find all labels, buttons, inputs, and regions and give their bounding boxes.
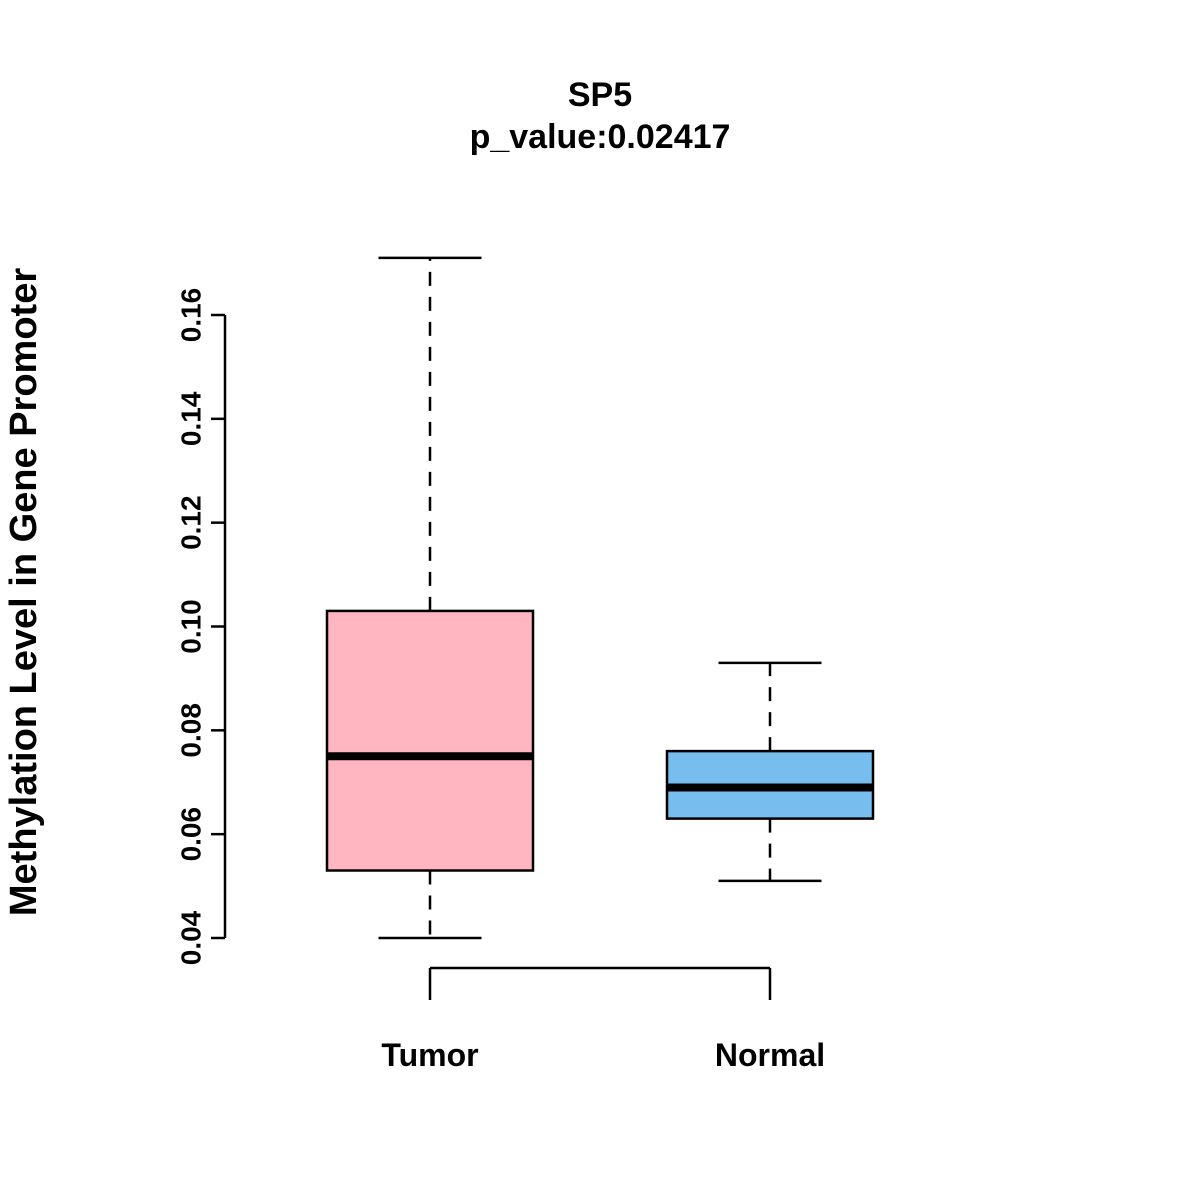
y-tick-label: 0.10: [175, 599, 206, 654]
chart-subtitle: p_value:0.02417: [470, 118, 731, 156]
y-tick-label: 0.12: [175, 495, 206, 550]
y-tick-label: 0.06: [175, 807, 206, 862]
y-tick-label: 0.14: [175, 391, 206, 446]
plot-area: 0.04 0.06 0.08 0.10 0.12 0.14 0.16 Tumor Normal: [175, 256, 875, 1073]
category-label-normal: Normal: [715, 1037, 825, 1073]
category-label-tumor: Tumor: [381, 1037, 478, 1073]
tumor-box: [325, 609, 535, 872]
y-tick-label: 0.16: [175, 288, 206, 343]
y-tick-label: 0.04: [175, 910, 206, 965]
y-axis-label: Methylation Level in Gene Promoter: [3, 268, 45, 916]
chart-title: SP5: [568, 76, 632, 114]
y-tick-label: 0.08: [175, 703, 206, 758]
